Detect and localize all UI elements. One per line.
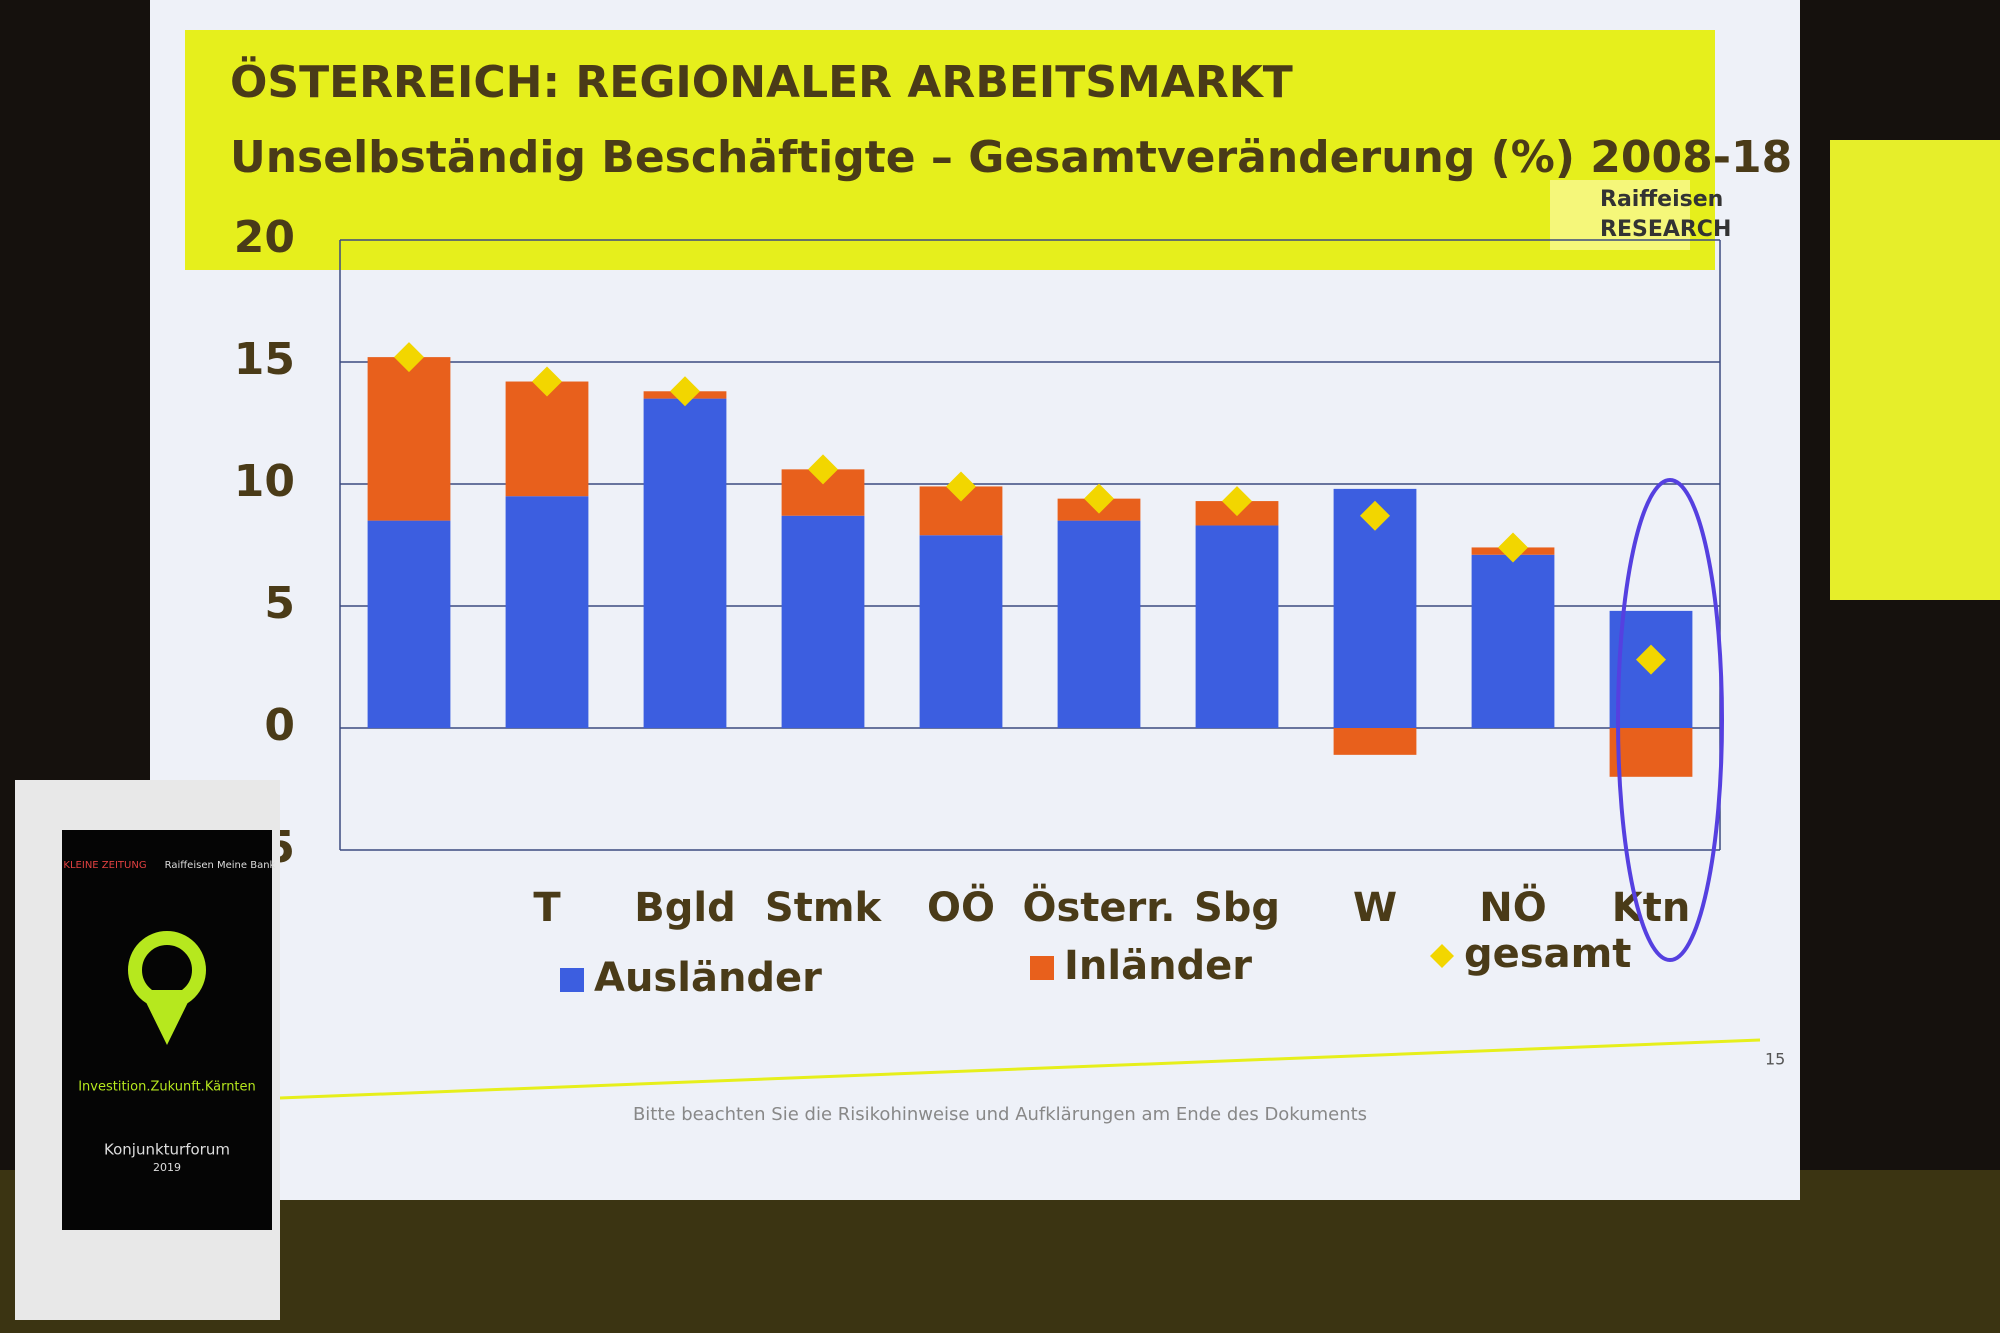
logo-text: RESEARCH <box>1600 217 1731 242</box>
x-tick-label: NÖ <box>1479 883 1546 931</box>
legend-swatch <box>1030 956 1054 980</box>
chart: -505101520TBgldStmkOÖÖsterr.SbgWNÖKtnAus… <box>234 212 1721 1001</box>
bar <box>643 398 727 728</box>
marker <box>1498 532 1528 563</box>
page-number: 15 <box>1765 1050 1785 1069</box>
marker <box>946 471 976 502</box>
legend-swatch <box>560 968 584 992</box>
podium: KLEINE ZEITUNG Raiffeisen Meine Bank Inv… <box>15 780 280 1320</box>
title-band <box>185 30 1715 270</box>
legend-swatch <box>1430 944 1454 968</box>
chart-subtitle: Unselbständig Beschäftigte – Gesamtverän… <box>230 132 1792 183</box>
marker <box>394 342 424 373</box>
x-tick-label: Ktn <box>1612 885 1691 931</box>
bar <box>1195 525 1279 728</box>
podium-brand: Raiffeisen Meine Bank <box>165 860 276 871</box>
y-tick-label: 10 <box>234 456 295 507</box>
bar <box>505 381 589 497</box>
podium-brand: KLEINE ZEITUNG <box>63 860 146 871</box>
marker <box>1084 483 1114 514</box>
bar <box>367 520 451 728</box>
x-tick-label: Stmk <box>765 885 883 931</box>
marker <box>808 454 838 485</box>
bar <box>919 535 1003 728</box>
legend-label: Inländer <box>1064 943 1252 989</box>
podium-year: 2019 <box>153 1161 181 1174</box>
bar <box>781 515 865 728</box>
pin-icon <box>140 990 194 1045</box>
marker <box>1360 500 1390 531</box>
x-tick-label: Bgld <box>634 885 735 931</box>
x-tick-label: Österr. <box>1022 883 1175 931</box>
side-screen <box>1830 140 2000 600</box>
footer-note: Bitte beachten Sie die Risikohinweise un… <box>633 1104 1367 1125</box>
footer-rule <box>229 1038 1761 1102</box>
x-tick-label: T <box>533 885 561 931</box>
podium-tagline: Investition.Zukunft.Kärnten <box>78 1080 256 1095</box>
legend-label: gesamt <box>1464 931 1631 977</box>
y-tick-label: 5 <box>264 578 295 629</box>
marker <box>532 366 562 397</box>
logo-box <box>1550 180 1690 250</box>
marker <box>1636 644 1666 675</box>
podium-event: Konjunkturforum <box>104 1141 230 1159</box>
logo-text: Raiffeisen <box>1600 187 1723 212</box>
x-tick-label: W <box>1353 885 1397 931</box>
legend-label: Ausländer <box>594 955 822 1001</box>
x-tick-label: Sbg <box>1194 885 1280 931</box>
highlight-circle <box>1616 478 1724 962</box>
marker <box>1222 486 1252 517</box>
bar <box>1333 728 1417 755</box>
y-tick-label: 0 <box>264 700 295 751</box>
y-tick-label: 20 <box>234 212 295 263</box>
x-tick-label: OÖ <box>927 883 995 931</box>
bar <box>1609 728 1693 777</box>
chart-title: ÖSTERREICH: REGIONALER ARBEITSMARKT <box>230 55 1293 108</box>
bar <box>1057 520 1141 728</box>
y-tick-label: 15 <box>234 334 295 385</box>
bar <box>1471 554 1555 728</box>
bar <box>505 496 589 728</box>
marker <box>670 376 700 407</box>
bar <box>367 357 451 521</box>
